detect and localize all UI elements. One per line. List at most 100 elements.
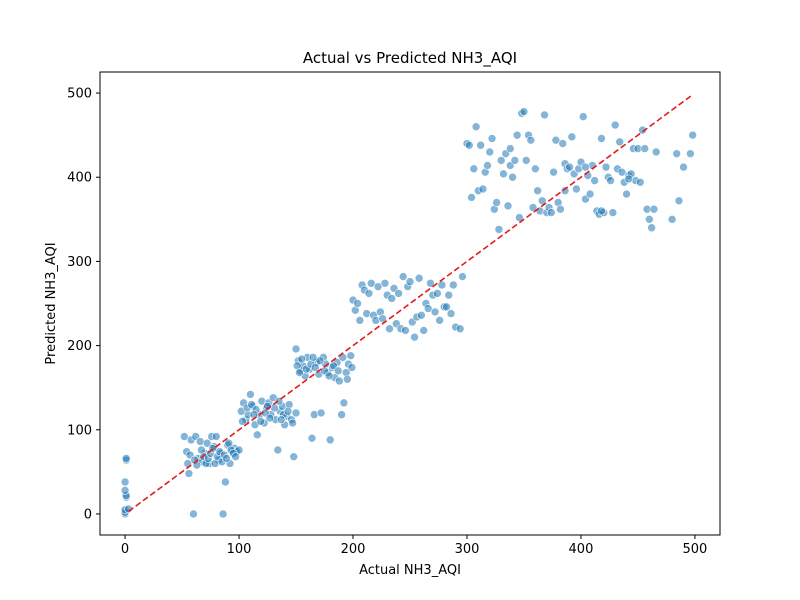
data-point bbox=[291, 344, 301, 354]
data-point bbox=[446, 309, 456, 318]
data-point bbox=[387, 294, 397, 303]
data-point bbox=[551, 135, 561, 145]
data-point bbox=[394, 289, 403, 298]
data-point bbox=[624, 174, 634, 184]
reference-line bbox=[128, 94, 694, 513]
data-point bbox=[471, 122, 481, 132]
data-point bbox=[311, 363, 320, 372]
data-point bbox=[533, 186, 542, 195]
data-point bbox=[549, 167, 558, 177]
data-point bbox=[647, 223, 656, 233]
data-point bbox=[315, 356, 325, 366]
data-point bbox=[521, 156, 531, 165]
x-tick-label: 300 bbox=[455, 542, 480, 557]
data-point bbox=[337, 410, 346, 419]
x-tick-label: 400 bbox=[569, 542, 594, 557]
data-point bbox=[180, 432, 189, 441]
data-point bbox=[246, 390, 255, 399]
y-tick-label: 400 bbox=[67, 171, 92, 186]
data-point bbox=[276, 415, 286, 424]
data-point bbox=[252, 430, 262, 440]
data-point bbox=[202, 438, 212, 448]
chart-title: Actual vs Predicted NH3_AQI bbox=[303, 49, 517, 68]
data-point bbox=[622, 189, 631, 199]
data-point bbox=[478, 184, 488, 194]
data-point bbox=[496, 156, 506, 165]
data-point bbox=[256, 417, 266, 426]
data-point bbox=[508, 172, 517, 182]
data-point bbox=[667, 215, 677, 224]
data-point bbox=[597, 206, 606, 216]
data-point bbox=[295, 368, 304, 377]
data-point bbox=[307, 433, 317, 443]
data-point bbox=[366, 278, 376, 288]
data-point bbox=[640, 144, 650, 153]
data-point bbox=[273, 445, 283, 455]
data-point bbox=[265, 413, 275, 423]
data-point bbox=[419, 326, 428, 335]
data-point bbox=[558, 139, 568, 148]
data-point bbox=[189, 509, 198, 519]
data-point bbox=[401, 326, 410, 335]
data-point bbox=[380, 278, 390, 288]
data-point bbox=[469, 164, 479, 174]
data-point bbox=[483, 161, 492, 170]
data-point bbox=[503, 201, 513, 211]
data-point bbox=[414, 273, 424, 283]
data-point bbox=[597, 134, 606, 143]
data-point bbox=[610, 120, 620, 130]
data-point bbox=[283, 406, 293, 416]
data-point bbox=[645, 215, 654, 224]
plot-frame bbox=[99, 71, 721, 536]
data-point bbox=[218, 509, 228, 519]
x-tick-label: 500 bbox=[683, 542, 708, 557]
data-point bbox=[601, 162, 611, 172]
data-point bbox=[353, 299, 362, 308]
x-axis-ticks: 0 100 200 300 400 500 bbox=[121, 535, 707, 557]
data-point bbox=[343, 374, 352, 384]
x-tick-label: 200 bbox=[341, 542, 366, 557]
data-point bbox=[405, 277, 415, 286]
data-point bbox=[426, 278, 435, 288]
data-point bbox=[510, 156, 520, 165]
data-point bbox=[638, 125, 647, 135]
data-point bbox=[505, 144, 515, 153]
data-point bbox=[567, 132, 577, 142]
data-point bbox=[333, 366, 343, 376]
data-point bbox=[120, 477, 130, 487]
data-point bbox=[346, 351, 356, 360]
data-point bbox=[528, 203, 538, 212]
data-point bbox=[297, 354, 307, 364]
data-point bbox=[606, 176, 615, 185]
data-point bbox=[651, 147, 661, 157]
data-point bbox=[347, 363, 357, 372]
data-point bbox=[494, 225, 504, 234]
data-point bbox=[531, 164, 540, 174]
data-point bbox=[578, 112, 588, 121]
data-point bbox=[442, 302, 451, 312]
data-point bbox=[308, 353, 318, 362]
data-point bbox=[464, 140, 474, 150]
data-point bbox=[674, 196, 684, 206]
data-point bbox=[410, 332, 419, 342]
data-point bbox=[231, 452, 240, 462]
data-point bbox=[222, 454, 231, 463]
data-point bbox=[499, 169, 508, 179]
y-axis-ticks: 0 100 200 300 400 500 bbox=[67, 87, 100, 522]
data-point bbox=[455, 324, 465, 334]
data-point bbox=[325, 435, 335, 445]
data-point bbox=[385, 324, 394, 334]
data-point bbox=[423, 304, 433, 313]
data-point bbox=[688, 130, 697, 140]
data-point bbox=[585, 189, 595, 199]
data-point bbox=[608, 208, 618, 217]
y-tick-label: 200 bbox=[67, 339, 92, 354]
data-point bbox=[635, 177, 645, 187]
data-point bbox=[417, 310, 426, 320]
data-point bbox=[515, 213, 524, 222]
data-point bbox=[686, 149, 695, 158]
data-point bbox=[335, 376, 344, 386]
data-point bbox=[565, 162, 574, 172]
x-axis-label: Actual NH3_AQI bbox=[359, 563, 461, 578]
